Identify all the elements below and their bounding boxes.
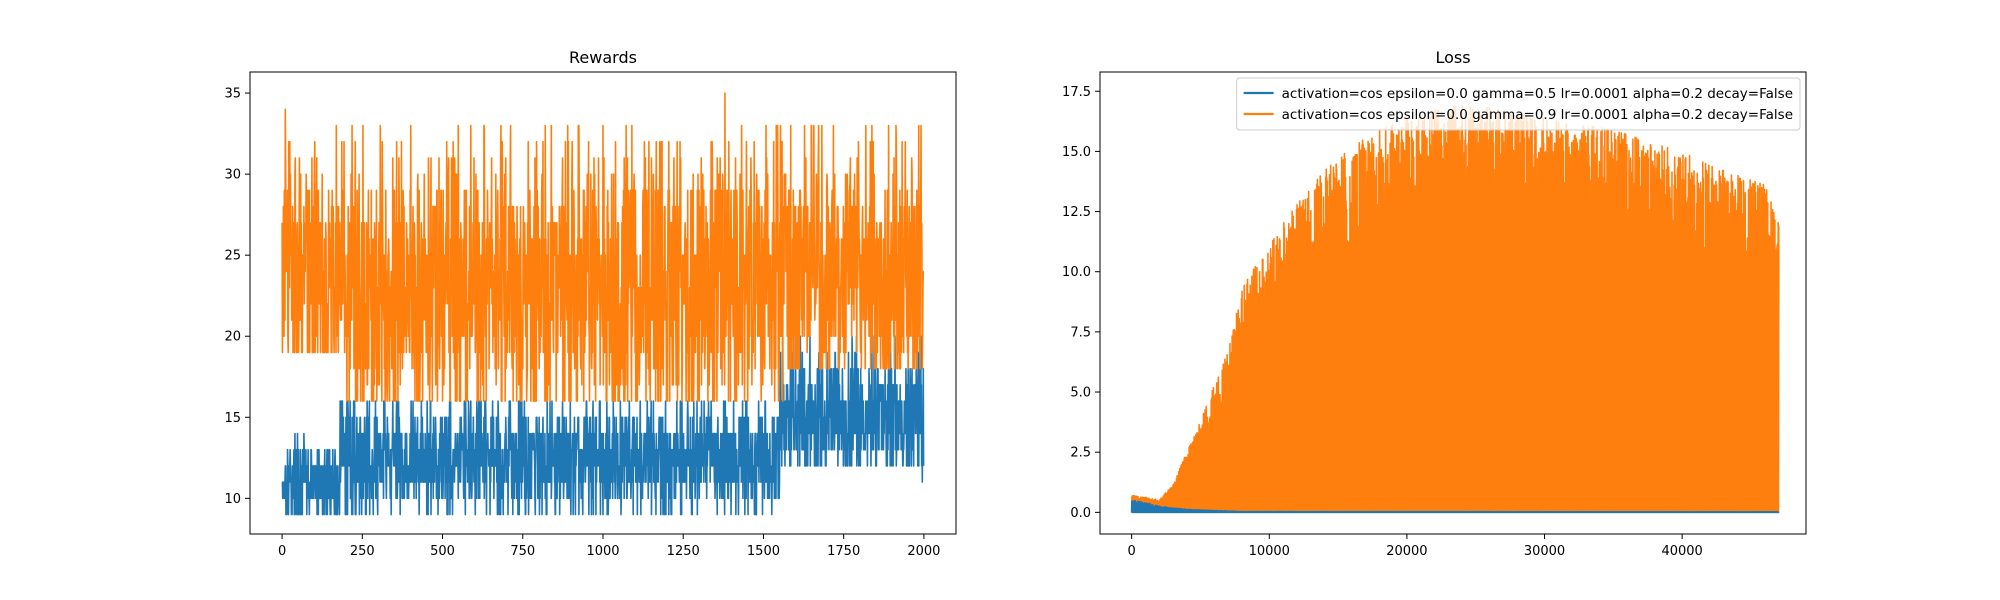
loss-x-tick-label: 30000: [1524, 544, 1565, 559]
rewards-title: Rewards: [569, 48, 637, 67]
rewards-x-tick-label: 1500: [747, 544, 780, 559]
loss-y-tick-label: 17.5: [1062, 85, 1091, 100]
loss-series-layer: [1130, 104, 1780, 514]
rewards-x-tick-label: 750: [510, 544, 535, 559]
rewards-series-layer: [281, 92, 925, 516]
loss-y-tick-label: 10.0: [1062, 265, 1091, 280]
loss-y-tick-label: 2.5: [1070, 446, 1091, 461]
rewards-x-tick-label: 0: [278, 544, 286, 559]
loss-y-tick-label: 5.0: [1070, 386, 1091, 401]
loss-series-gamma-0-5-line: [1130, 500, 1780, 514]
loss-x-tick-label: 0: [1128, 544, 1136, 559]
rewards-x-tick-label: 1000: [586, 544, 619, 559]
loss-plot-frame: [1099, 71, 1807, 535]
rewards-x-tick-label: 1250: [667, 544, 700, 559]
loss-y-tick-label: 15.0: [1062, 145, 1091, 160]
legend-label-gamma-0-5: activation=cos epsilon=0.0 gamma=0.5 lr=…: [1282, 86, 1793, 102]
loss-chart: Loss 0 10000 20000 30000 40000 0.0 2.5 5.0 7.5 10…: [1062, 48, 1807, 559]
rewards-series-orange-line: [281, 92, 925, 402]
rewards-y-tick-label: 30: [224, 168, 241, 183]
rewards-axes: 0 250 500 750 1000 1250 1500 1750 2000 10 15 20 25 30…: [224, 71, 957, 559]
rewards-chart: Rewards 0 250 500 750 1000 1250 1500 1750 2000 10…: [224, 48, 957, 559]
rewards-y-tick-label: 10: [224, 492, 241, 507]
rewards-x-tick-label: 1750: [827, 544, 860, 559]
loss-legend: activation=cos epsilon=0.0 gamma=0.5 lr=…: [1236, 77, 1801, 131]
loss-title: Loss: [1435, 48, 1470, 67]
loss-axes: 0 10000 20000 30000 40000 0.0 2.5 5.0 7.5 10.0 12.…: [1062, 71, 1807, 559]
loss-x-tick-label: 20000: [1386, 544, 1427, 559]
loss-y-tick-label: 0.0: [1070, 506, 1091, 521]
rewards-x-tick-label: 250: [350, 544, 375, 559]
rewards-series-blue-line: [281, 335, 925, 516]
rewards-x-tick-label: 500: [430, 544, 455, 559]
loss-x-tick-label: 40000: [1661, 544, 1702, 559]
legend-label-gamma-0-9: activation=cos epsilon=0.0 gamma=0.9 lr=…: [1282, 107, 1793, 123]
legend-box: [1236, 77, 1801, 131]
rewards-x-tick-label: 2000: [907, 544, 940, 559]
rewards-y-tick-label: 15: [224, 411, 241, 426]
loss-y-tick-label: 12.5: [1062, 205, 1091, 220]
loss-x-tick-label: 10000: [1249, 544, 1290, 559]
rewards-y-tick-label: 35: [224, 87, 241, 102]
loss-y-tick-label: 7.5: [1070, 325, 1091, 340]
rewards-y-tick-label: 20: [224, 330, 241, 345]
loss-series-gamma-0-9-line: [1130, 104, 1780, 514]
rewards-y-tick-label: 25: [224, 249, 241, 264]
